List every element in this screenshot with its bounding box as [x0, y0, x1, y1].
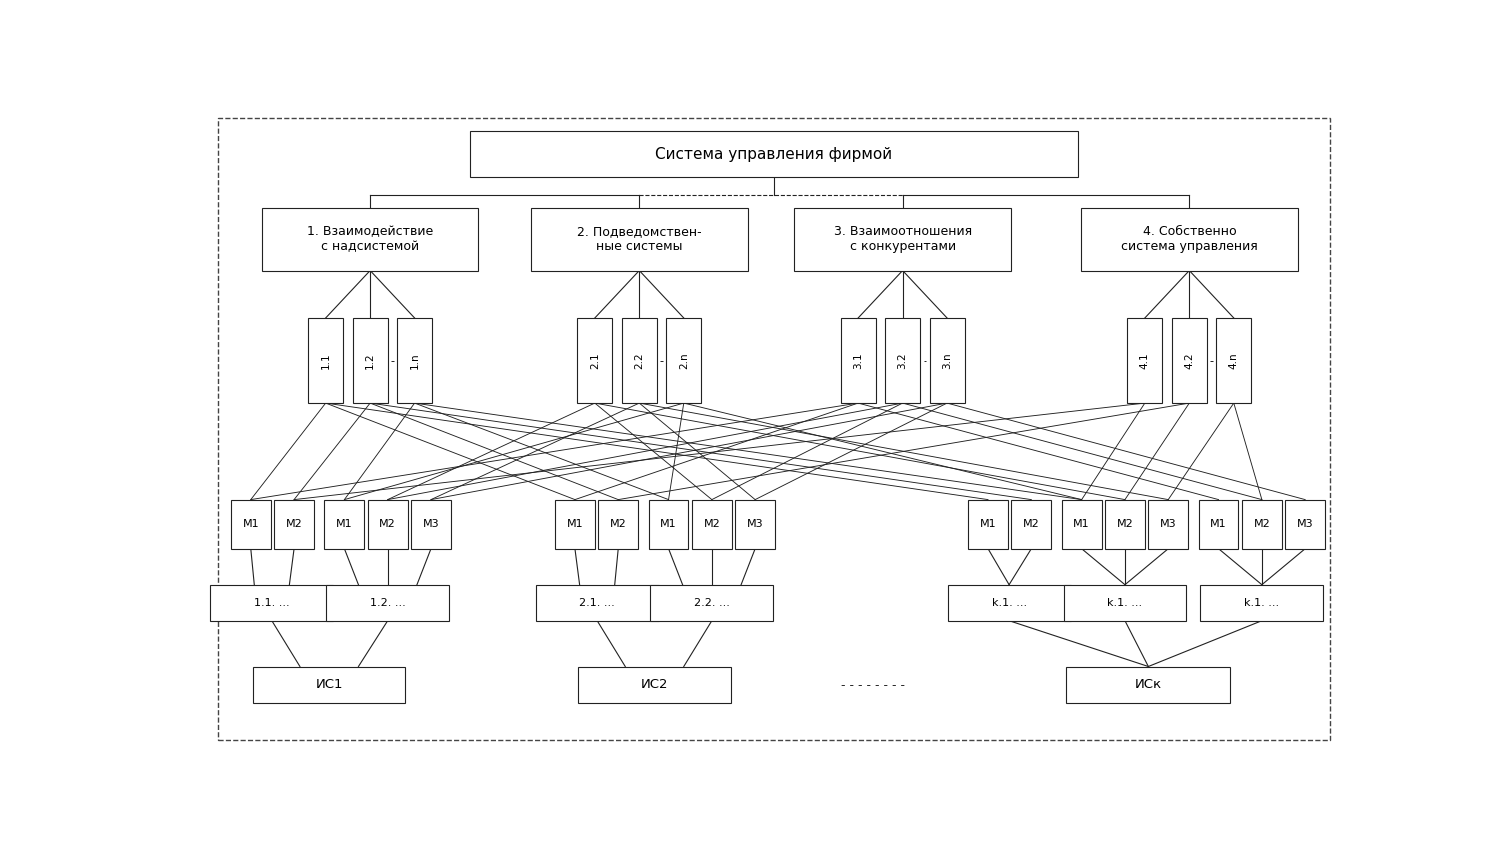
Text: M1: M1 [660, 519, 676, 530]
Text: M3: M3 [747, 519, 764, 530]
Text: M2: M2 [1253, 519, 1270, 530]
Bar [1063, 585, 1187, 620]
Text: M3: M3 [1297, 519, 1314, 530]
Bar [885, 318, 920, 403]
Bar [598, 500, 639, 549]
Bar [794, 208, 1010, 270]
Bar [1128, 318, 1163, 403]
Text: M2: M2 [1116, 519, 1134, 530]
Text: M2: M2 [285, 519, 302, 530]
Bar [649, 500, 689, 549]
Bar [1081, 208, 1297, 270]
Bar [622, 318, 657, 403]
Text: M1: M1 [980, 519, 997, 530]
Bar [930, 318, 965, 403]
Bar [841, 318, 876, 403]
Text: 1.2: 1.2 [365, 352, 374, 369]
Text: k.1. ...: k.1. ... [1107, 598, 1143, 608]
Text: - - - - - - - -: - - - - - - - - [841, 679, 906, 692]
Text: 3.n: 3.n [942, 352, 953, 369]
Bar [308, 318, 343, 403]
Text: 4.n: 4.n [1229, 352, 1238, 369]
Bar [1062, 500, 1102, 549]
Text: 1.n: 1.n [409, 352, 420, 369]
Text: 3. Взаимоотношения
с конкурентами: 3. Взаимоотношения с конкурентами [834, 225, 971, 253]
Bar [1199, 500, 1238, 549]
Bar [1216, 318, 1252, 403]
Bar [368, 500, 408, 549]
Bar [231, 500, 270, 549]
Bar [1149, 500, 1188, 549]
Text: M2: M2 [379, 519, 396, 530]
Bar [1105, 500, 1145, 549]
Bar [275, 500, 314, 549]
Bar [1012, 500, 1051, 549]
Text: M1: M1 [243, 519, 260, 530]
Bar [353, 318, 388, 403]
Text: M1: M1 [337, 519, 353, 530]
Bar [261, 208, 479, 270]
Text: 4.1: 4.1 [1140, 352, 1149, 369]
Bar [578, 666, 731, 702]
Text: 1. Взаимодействие
с надсистемой: 1. Взаимодействие с надсистемой [307, 225, 433, 253]
Bar [651, 585, 773, 620]
Text: 2.1. ...: 2.1. ... [580, 598, 615, 608]
Bar [325, 500, 364, 549]
Text: k.1. ...: k.1. ... [992, 598, 1027, 608]
Bar [968, 500, 1009, 549]
Text: ИС2: ИС2 [640, 678, 669, 691]
Text: M3: M3 [423, 519, 439, 530]
Bar [948, 585, 1071, 620]
Text: ИС1: ИС1 [316, 678, 343, 691]
Bar [666, 318, 701, 403]
Text: 2.2: 2.2 [634, 352, 645, 369]
Bar [1066, 666, 1231, 702]
Bar [411, 500, 451, 549]
Bar [536, 585, 658, 620]
Text: M3: M3 [1160, 519, 1176, 530]
Bar [532, 208, 747, 270]
Text: 3.1: 3.1 [853, 352, 864, 369]
Text: M1: M1 [566, 519, 583, 530]
Bar [397, 318, 432, 403]
Bar [326, 585, 448, 620]
Bar [577, 318, 613, 403]
Text: Система управления фирмой: Система управления фирмой [655, 147, 892, 162]
Text: M1: M1 [1074, 519, 1090, 530]
Text: 1.1. ...: 1.1. ... [254, 598, 290, 608]
Text: 4.2: 4.2 [1184, 352, 1194, 369]
Text: ИСк: ИСк [1136, 678, 1161, 691]
Text: 2.2. ...: 2.2. ... [695, 598, 729, 608]
Bar [254, 666, 405, 702]
Bar [470, 132, 1078, 178]
Bar [735, 500, 775, 549]
Text: 4. Собственно
система управления: 4. Собственно система управления [1120, 225, 1258, 253]
Bar [1172, 318, 1206, 403]
Text: M2: M2 [704, 519, 720, 530]
Bar [1243, 500, 1282, 549]
Bar [1285, 500, 1326, 549]
Bar [1200, 585, 1323, 620]
Bar [692, 500, 732, 549]
Text: M2: M2 [610, 519, 627, 530]
Text: 2. Подведомствен-
ные системы: 2. Подведомствен- ные системы [577, 225, 702, 253]
Text: 2.n: 2.n [680, 352, 689, 369]
Text: k.1. ...: k.1. ... [1244, 598, 1279, 608]
Text: 1.2. ...: 1.2. ... [370, 598, 406, 608]
Text: M1: M1 [1210, 519, 1228, 530]
Text: 3.2: 3.2 [897, 352, 908, 369]
Text: 1.1: 1.1 [320, 352, 331, 369]
Text: M2: M2 [1022, 519, 1040, 530]
Text: 2.1: 2.1 [590, 352, 599, 369]
Bar [210, 585, 334, 620]
Bar [556, 500, 595, 549]
